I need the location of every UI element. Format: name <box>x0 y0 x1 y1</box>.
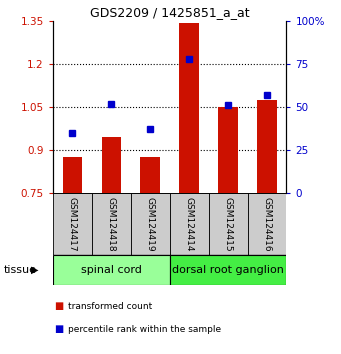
Bar <box>53 255 170 285</box>
Bar <box>131 193 170 255</box>
Text: GSM124419: GSM124419 <box>146 196 155 251</box>
Bar <box>218 107 238 193</box>
Bar <box>209 193 248 255</box>
Bar <box>63 157 82 193</box>
Text: GSM124416: GSM124416 <box>263 196 271 251</box>
Text: dorsal root ganglion: dorsal root ganglion <box>172 265 284 275</box>
Text: GSM124415: GSM124415 <box>224 196 233 251</box>
Text: ■: ■ <box>55 324 64 334</box>
Bar <box>170 193 209 255</box>
Bar <box>257 100 277 193</box>
Text: GSM124418: GSM124418 <box>107 196 116 251</box>
Text: tissue: tissue <box>3 265 36 275</box>
Title: GDS2209 / 1425851_a_at: GDS2209 / 1425851_a_at <box>90 6 250 19</box>
Text: percentile rank within the sample: percentile rank within the sample <box>68 325 221 334</box>
Bar <box>140 157 160 193</box>
Bar <box>92 193 131 255</box>
Text: spinal cord: spinal cord <box>81 265 142 275</box>
Bar <box>102 137 121 193</box>
Text: GSM124414: GSM124414 <box>184 197 194 251</box>
Bar <box>170 255 286 285</box>
Text: ■: ■ <box>55 301 64 311</box>
Bar <box>248 193 286 255</box>
Bar <box>53 193 92 255</box>
Text: transformed count: transformed count <box>68 302 152 311</box>
Bar <box>179 23 199 193</box>
Text: GSM124417: GSM124417 <box>68 196 77 251</box>
Text: ▶: ▶ <box>31 265 39 275</box>
